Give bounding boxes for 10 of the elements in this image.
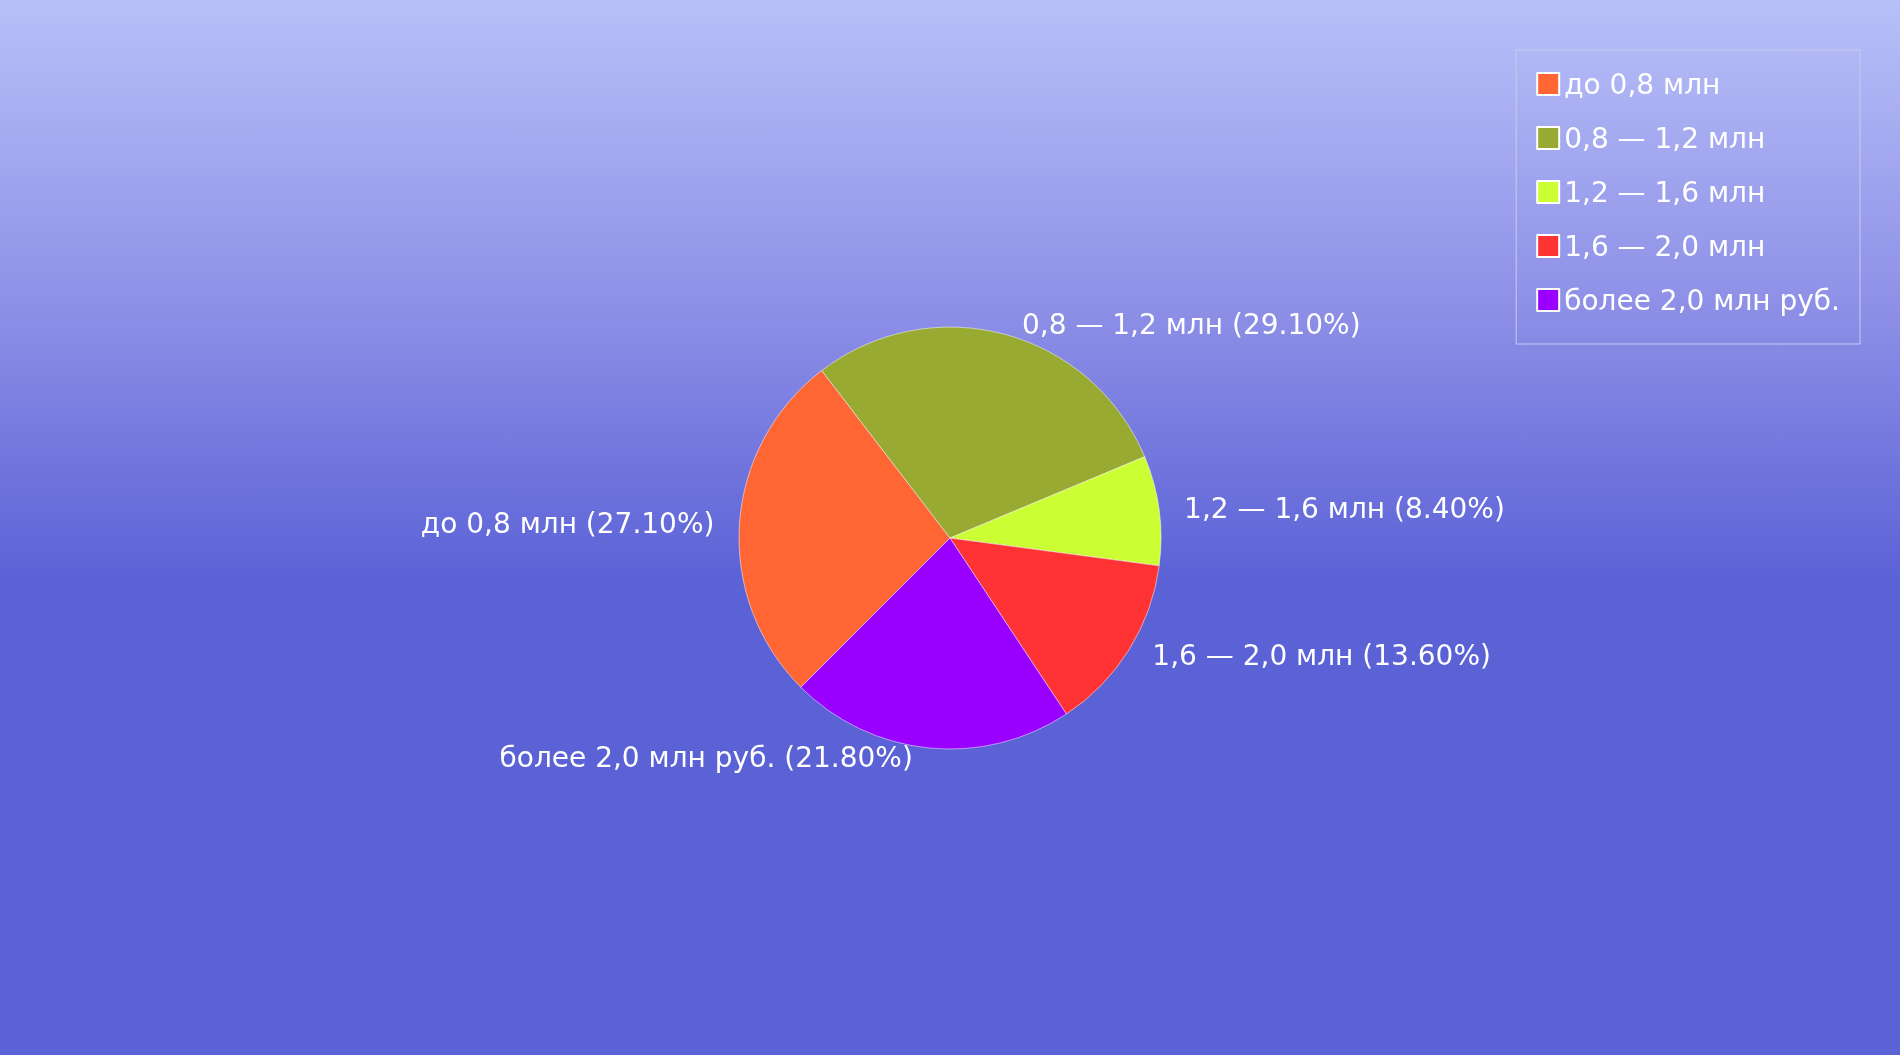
legend-label: до 0,8 млн: [1564, 67, 1721, 101]
data-label: до 0,8 млн (27.10%): [420, 506, 715, 540]
legend-label: 1,2 — 1,6 млн: [1564, 175, 1766, 209]
data-label: 1,2 — 1,6 млн (8.40%): [1184, 492, 1505, 526]
legend-label: 0,8 — 1,2 млн: [1564, 121, 1766, 155]
legend-label: 1,6 — 2,0 млн: [1564, 229, 1766, 263]
data-label: 1,6 — 2,0 млн (13.60%): [1152, 638, 1491, 672]
data-label: 0,8 — 1,2 млн (29.10%): [1021, 308, 1361, 342]
data-label: более 2,0 млн руб. (21.80%): [499, 741, 913, 775]
legend-label: более 2,0 млн руб.: [1564, 283, 1841, 317]
